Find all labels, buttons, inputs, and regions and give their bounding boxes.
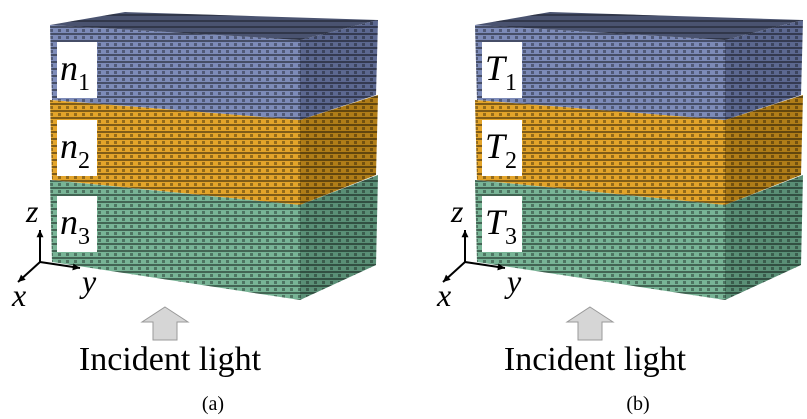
- axis-label: y: [504, 263, 522, 299]
- incident-label: Incident light: [504, 341, 687, 378]
- axis-label: z: [25, 193, 39, 229]
- incident-arrow: [142, 307, 188, 340]
- layer-subscript: 2: [505, 148, 517, 174]
- layer-symbol: n: [60, 48, 78, 88]
- axis-label: x: [11, 277, 26, 313]
- axis-arrowhead: [37, 230, 44, 237]
- layer-subscript: 3: [505, 224, 517, 250]
- layer-symbol: n: [60, 126, 78, 166]
- figure: n1n2n3zyxIncident light(a)T1T2T3zyxIncid…: [0, 0, 807, 419]
- layer-subscript: 1: [505, 70, 517, 96]
- panel-caption: (b): [626, 393, 649, 415]
- axis-label: x: [436, 277, 451, 313]
- layer-subscript: 1: [78, 70, 90, 96]
- layer-subscript: 2: [78, 148, 90, 174]
- panel-caption: (a): [202, 393, 224, 415]
- layer-symbol: n: [60, 202, 78, 242]
- axis-label: z: [450, 193, 464, 229]
- layer-subscript: 3: [78, 224, 90, 250]
- axis-label: y: [79, 263, 97, 299]
- incident-arrow: [567, 307, 613, 340]
- incident-label: Incident light: [79, 341, 262, 378]
- axis-arrowhead: [462, 230, 469, 237]
